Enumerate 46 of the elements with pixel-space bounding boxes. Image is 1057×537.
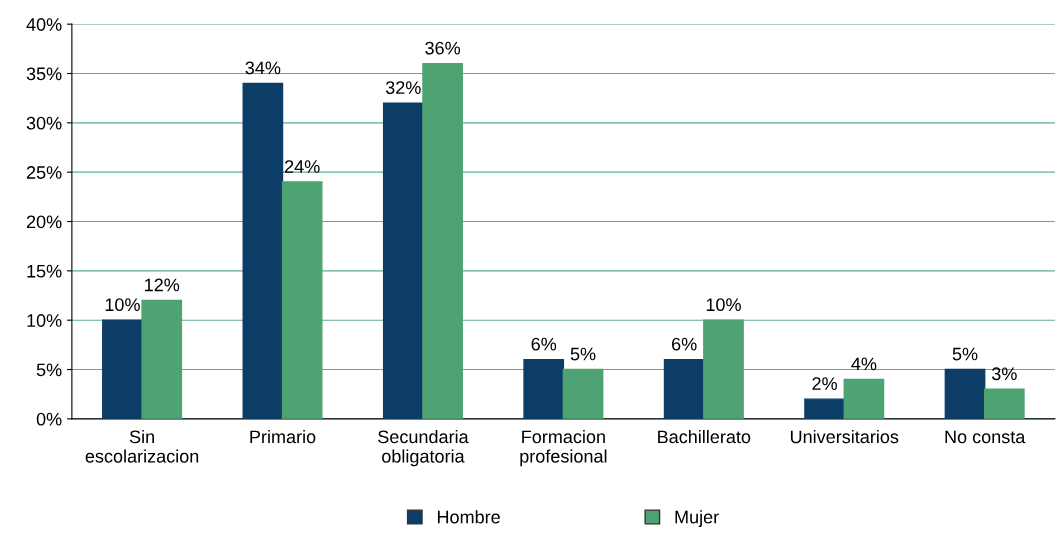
x-tick-label: Formacion profesional: [520, 429, 607, 467]
x-tick-label: Sin escolarizacion: [85, 429, 199, 463]
data-label: 10%: [706, 298, 741, 312]
bar: [944, 368, 986, 419]
data-label: 6%: [531, 337, 557, 351]
bar: [102, 319, 143, 419]
y-tick-label: 10%: [27, 314, 62, 327]
data-label: 24%: [285, 160, 320, 173]
data-label: 2%: [812, 377, 837, 390]
data-label: 4%: [851, 357, 877, 371]
y-tick-label: 25%: [26, 166, 62, 179]
y-tick-label: 35%: [26, 67, 62, 81]
y-tick-label: 20%: [26, 215, 62, 229]
y-tick-label: 40%: [26, 18, 62, 31]
data-label: 6%: [672, 337, 697, 351]
x-tick-label: Universitarios: [790, 429, 899, 444]
y-tick-label: 5%: [36, 363, 62, 377]
legend-label: Hombre: [437, 510, 500, 524]
legend-label: Mujer: [675, 510, 719, 528]
bar: [663, 358, 705, 419]
bar: [804, 398, 845, 419]
bar: [422, 62, 463, 419]
bar: [562, 368, 604, 419]
bar: [281, 181, 323, 419]
x-tick-label: Secundaria obligatoria: [378, 429, 469, 467]
data-label: 32%: [385, 81, 421, 94]
bar: [703, 319, 744, 419]
bar: [983, 388, 1025, 419]
x-tick-label: Bachillerato: [658, 429, 751, 444]
bar: [242, 82, 284, 419]
x-tick-label: No consta: [945, 430, 1026, 444]
y-tick-label: 15%: [27, 264, 62, 278]
bar: [843, 378, 885, 419]
x-tick-label: Primario: [250, 429, 316, 444]
bar: [382, 102, 424, 419]
data-label: 12%: [145, 278, 180, 292]
data-label: 10%: [105, 298, 140, 312]
data-label: 3%: [991, 367, 1017, 381]
bar: [141, 299, 183, 419]
y-tick-label: 0%: [36, 412, 62, 426]
data-label: 36%: [425, 41, 461, 55]
y-tick-label: 30%: [26, 116, 62, 130]
data-label: 5%: [570, 347, 596, 361]
bar: [523, 358, 565, 419]
data-label: 5%: [952, 347, 978, 361]
data-label: 34%: [245, 61, 281, 75]
